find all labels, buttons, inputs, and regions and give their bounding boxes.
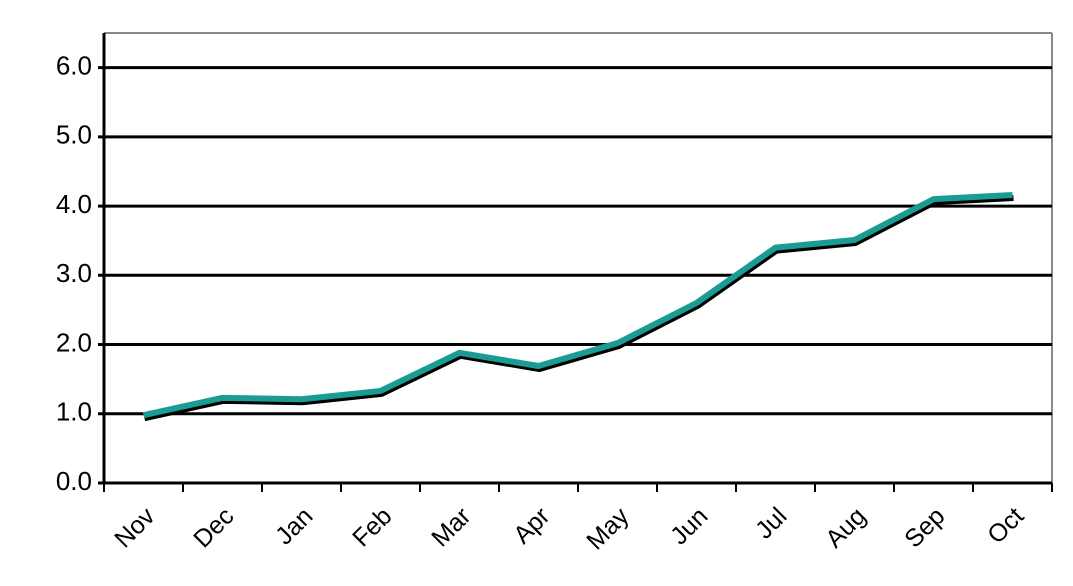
line-shadow	[143, 195, 1014, 422]
x-tick-label: Jun	[665, 502, 713, 550]
x-tick-label: Feb	[347, 502, 397, 552]
y-tick-label: 1.0	[56, 397, 92, 427]
x-tick-label: Mar	[426, 502, 476, 552]
x-tick-label: Jul	[750, 502, 792, 544]
y-tick-label: 6.0	[56, 50, 92, 80]
x-tick-label: Nov	[109, 502, 161, 554]
x-tick-label: Sep	[899, 502, 950, 553]
x-tick-label: Jan	[270, 502, 318, 550]
x-tick-label: Oct	[982, 502, 1029, 549]
y-tick-label: 5.0	[56, 120, 92, 150]
y-tick-label: 0.0	[56, 466, 92, 496]
x-tick-label: Apr	[508, 502, 555, 549]
line	[142, 192, 1013, 419]
x-tick-label: Aug	[820, 502, 871, 553]
x-tick-label: Dec	[188, 502, 239, 553]
y-tick-label: 4.0	[56, 189, 92, 219]
x-tick-label: May	[581, 502, 635, 556]
y-tick-label: 2.0	[56, 327, 92, 357]
y-tick-label: 3.0	[56, 258, 92, 288]
